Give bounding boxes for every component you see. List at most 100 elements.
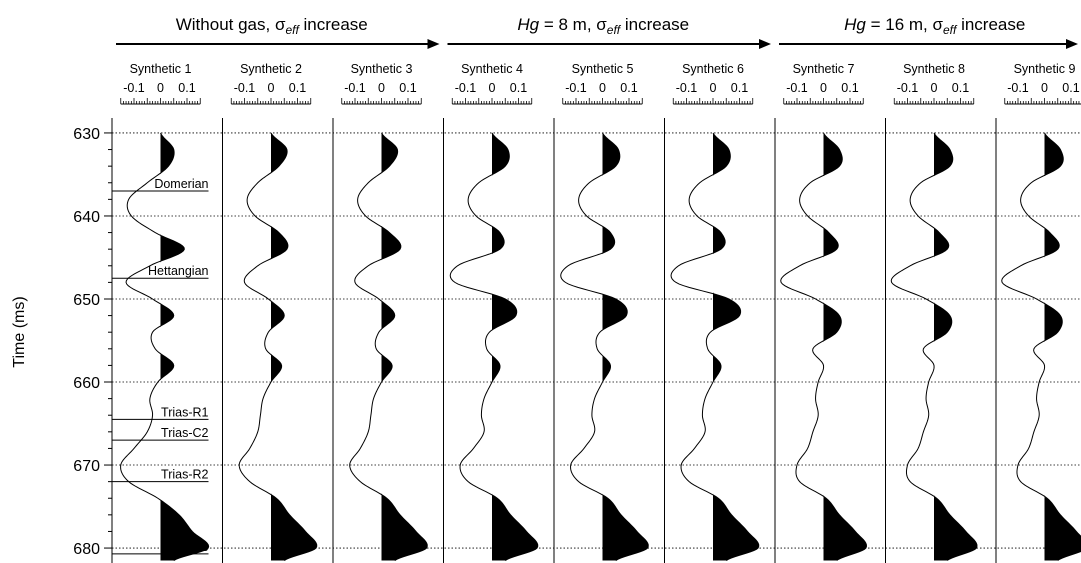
group-label-subscript: eff (285, 23, 300, 37)
group-header-2: Hg = 8 m, σeff increase (447, 15, 771, 49)
series-title: Synthetic 7 (793, 62, 855, 76)
arrow-head (1066, 39, 1078, 49)
arrow-head (427, 39, 440, 49)
horizon-label: Domerian (154, 177, 208, 191)
panel-4: Synthetic 4 -0.1 0 0.1 (443, 62, 539, 563)
series-title: Synthetic 5 (572, 62, 634, 76)
group-label-text: increase (299, 15, 368, 34)
x-tick-label: 0 (157, 81, 164, 95)
trace-line (238, 132, 318, 561)
positive-fill (934, 132, 977, 561)
x-tick-label: -0.1 (565, 81, 587, 95)
y-tick-label: 660 (73, 375, 100, 392)
positive-fill (602, 132, 649, 561)
y-tick-label: 650 (73, 292, 100, 309)
panel-9: Synthetic 9 -0.1 0 0.1 (995, 62, 1081, 563)
group-headers: Without gas, σeff increase Hg = 8 m, σeff… (116, 15, 1078, 49)
x-tick-label: -0.1 (897, 81, 919, 95)
y-tick-label: 680 (73, 541, 100, 558)
x-tick-label: 0.1 (510, 81, 527, 95)
y-tick-label: 630 (73, 126, 100, 143)
y-tick-label: 670 (73, 458, 100, 475)
group-label-subscript: eff (943, 23, 958, 37)
horizon-label: Trias-C2 (161, 426, 209, 440)
series-title: Synthetic 4 (461, 62, 523, 76)
x-tick-label: -0.1 (234, 81, 256, 95)
group-header-1: Without gas, σeff increase (116, 15, 440, 49)
horizon-label: Trias-R2 (161, 468, 209, 482)
series-title: Synthetic 1 (130, 62, 192, 76)
trace-line (120, 132, 210, 561)
x-tick-label: 0 (931, 81, 938, 95)
group-label-text: Without gas, σ (176, 15, 286, 34)
x-tick-label: -0.1 (123, 81, 145, 95)
y-tick-label: 640 (73, 209, 100, 226)
positive-fill (1044, 132, 1081, 561)
series-title: Synthetic 3 (351, 62, 413, 76)
x-tick-label: 0 (820, 81, 827, 95)
series-title: Synthetic 6 (682, 62, 744, 76)
x-tick-label: 0.1 (952, 81, 969, 95)
x-tick-label: -0.1 (455, 81, 477, 95)
panel-6: Synthetic 6 -0.1 0 0.1 (664, 62, 760, 563)
series-title: Synthetic 2 (240, 62, 302, 76)
group-label: Hg = 8 m, σeff increase (517, 15, 689, 37)
positive-fill (713, 132, 759, 561)
horizon-markers: Domerian Hettangian Trias-R1 Trias-C2 Trias-… (112, 177, 209, 555)
trace-line (890, 132, 978, 561)
horizon-label: Trias-R1 (161, 405, 209, 419)
group-label-text: = 16 m, σ (866, 15, 944, 34)
group-label-text: increase (620, 15, 689, 34)
x-tick-label: -0.1 (786, 81, 808, 95)
series-title: Synthetic 9 (1014, 62, 1076, 76)
x-tick-label: -0.1 (676, 81, 698, 95)
group-label: Without gas, σeff increase (176, 15, 368, 37)
trace-line (780, 132, 867, 561)
panel-1: Synthetic 1 -0.1 0 0.1 (120, 62, 210, 561)
trace-line (670, 132, 760, 561)
x-tick-label: -0.1 (344, 81, 366, 95)
y-axis: 630 640 650 660 670 680 (73, 118, 113, 563)
group-label: Hg = 16 m, σeff increase (844, 15, 1025, 37)
panel-3: Synthetic 3 -0.1 0 0.1 (332, 62, 428, 563)
group-label-text: increase (956, 15, 1025, 34)
horizon-label: Hettangian (148, 264, 209, 278)
x-tick-label: 0.1 (399, 81, 416, 95)
positive-fill (492, 132, 538, 561)
group-label-italic: Hg (844, 15, 866, 34)
x-tick-label: 0 (378, 81, 385, 95)
panel-5: Synthetic 5 -0.1 0 0.1 (553, 62, 649, 563)
x-tick-label: 0 (268, 81, 275, 95)
x-tick-label: -0.1 (1007, 81, 1029, 95)
group-label-text: = 8 m, σ (539, 15, 607, 34)
x-tick-label: 0 (1041, 81, 1048, 95)
x-tick-label: 0.1 (289, 81, 306, 95)
horizon-label: Trias-R3 (161, 540, 209, 554)
x-tick-label: 0.1 (620, 81, 637, 95)
positive-fill (160, 132, 209, 561)
group-label-italic: Hg (517, 15, 539, 34)
panel-7: Synthetic 7 -0.1 0 0.1 (774, 62, 867, 563)
group-label-subscript: eff (607, 23, 622, 37)
series-title: Synthetic 8 (903, 62, 965, 76)
y-axis-label: Time (ms) (11, 296, 28, 367)
group-header-3: Hg = 16 m, σeff increase (779, 15, 1078, 49)
x-tick-label: 0 (599, 81, 606, 95)
panel-8: Synthetic 8 -0.1 0 0.1 (885, 62, 978, 563)
positive-fill (381, 132, 428, 561)
x-tick-label: 0 (489, 81, 496, 95)
arrow-head (759, 39, 771, 49)
trace-line (349, 132, 428, 561)
x-tick-label: 0.1 (731, 81, 748, 95)
trace-line (1001, 132, 1081, 561)
x-tick-label: 0.1 (178, 81, 195, 95)
positive-fill (271, 132, 317, 561)
panel-2: Synthetic 2 -0.1 0 0.1 (222, 62, 318, 563)
x-tick-label: 0.1 (841, 81, 858, 95)
x-tick-label: 0 (710, 81, 717, 95)
positive-fill (823, 132, 867, 561)
trace-line (449, 132, 539, 561)
x-tick-label: 0.1 (1062, 81, 1079, 95)
